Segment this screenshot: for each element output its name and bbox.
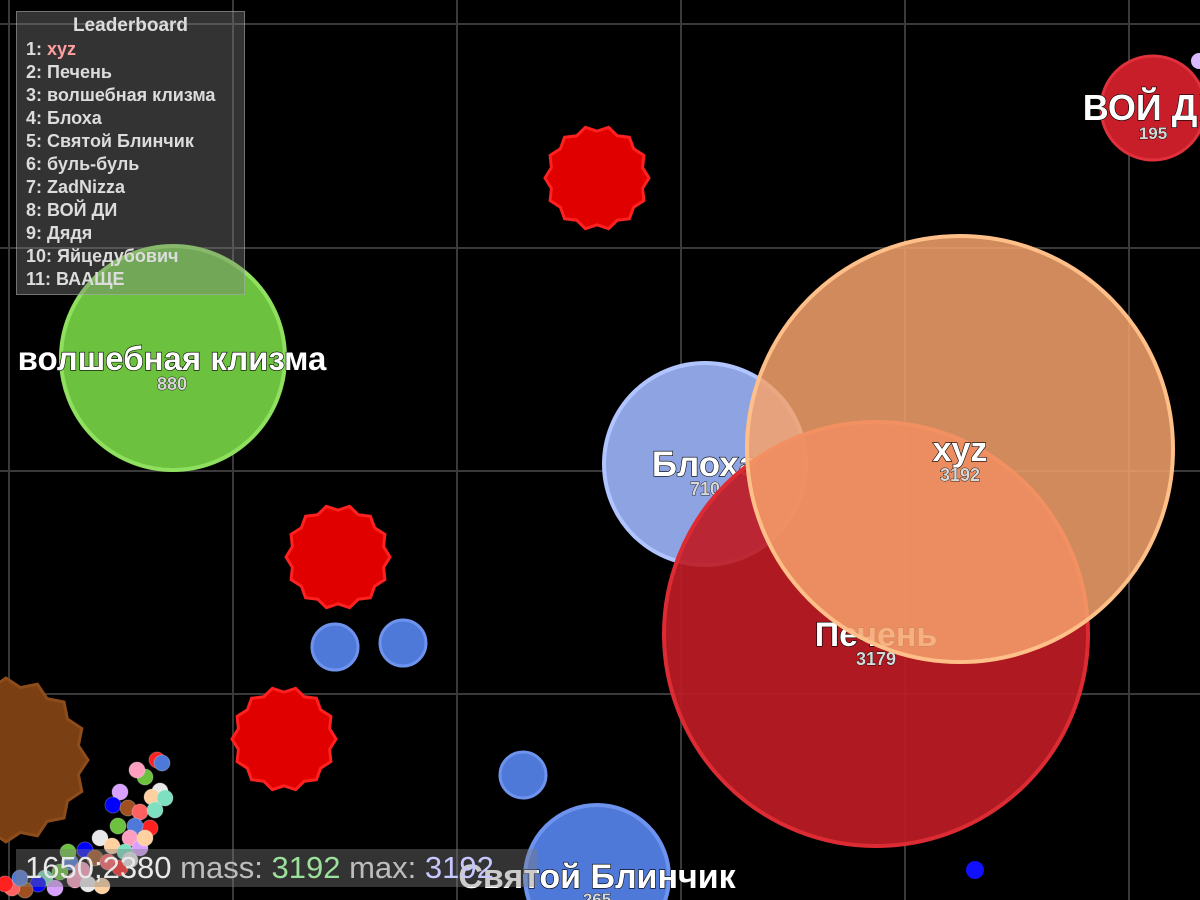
cell-mass: 3192 [940, 465, 980, 485]
leaderboard-rank: 6: [26, 154, 43, 174]
cell-volshebnaya-klizma: волшебная клизма 880 [17, 244, 328, 472]
leaderboard-name: Святой Блинчик [47, 131, 194, 151]
brown-virus [0, 676, 90, 844]
cell-body[interactable] [745, 234, 1175, 664]
food-pellet [11, 869, 29, 887]
leaderboard-rank: 8: [26, 200, 43, 220]
leaderboard-name: Печень [47, 62, 112, 82]
leaderboard-name: ВОЙ ДИ [47, 200, 118, 220]
cell-voj-di: ВОЙ ДИ 195 [1082, 54, 1200, 162]
status-coords: 1650;2380 [25, 850, 172, 885]
leaderboard-name: волшебная клизма [47, 85, 216, 105]
food-pellet [146, 801, 164, 819]
leaderboard-name: ВААЩЕ [56, 269, 125, 289]
cell-name: волшебная клизма [18, 340, 327, 377]
cell-mass: 710 [690, 479, 720, 499]
leaderboard-rank: 11: [26, 269, 52, 289]
cell-svyatoj-blinchik: Святой Блинчик 265 [458, 803, 737, 900]
cell-mass: 880 [157, 374, 187, 394]
cell-body [523, 803, 671, 900]
food-pellet-cluster [0, 751, 174, 899]
food-pellet [73, 861, 91, 879]
leaderboard-row: 11: ВААЩЕ [26, 268, 244, 291]
leaderboard-rank: 9: [26, 223, 43, 243]
leaderboard-row: 3: волшебная клизма [26, 84, 244, 107]
food-pellet [1191, 53, 1200, 69]
leaderboard-rank: 5: [26, 131, 43, 151]
leaderboard-row: 8: ВОЙ ДИ [26, 199, 244, 222]
food-pellet [136, 829, 154, 847]
food-pellet [51, 863, 69, 881]
virus [543, 125, 651, 231]
status-mass-value: 3192 [271, 850, 341, 885]
cell-body [59, 244, 287, 472]
food-pellet [104, 796, 122, 814]
cell-name: ВОЙ ДИ [1083, 86, 1200, 128]
leaderboard-row: 6: буль-буль [26, 153, 244, 176]
cell-mass: 195 [1139, 124, 1167, 143]
cell-body [1099, 54, 1200, 162]
leaderboard-row: 10: Яйцедубович [26, 245, 244, 268]
food-pellet [121, 851, 139, 869]
small-cell [498, 750, 548, 800]
food-pellet [966, 861, 984, 879]
leaderboard-row: 5: Святой Блинчик [26, 130, 244, 153]
virus [230, 686, 338, 792]
leaderboard-row: 7: ZadNizza [26, 176, 244, 199]
leaderboard-rank: 7: [26, 177, 43, 197]
food-pellet [0, 875, 14, 893]
status-bar: 1650;2380 mass: 3192 max: 3192 [16, 849, 537, 887]
cell-xyz-self[interactable]: xyz 3192 [745, 234, 1175, 664]
leaderboard-name: буль-буль [47, 154, 140, 174]
leaderboard-name: Блоха [47, 108, 102, 128]
leaderboard-row: 2: Печень [26, 61, 244, 84]
leaderboard-panel: Leaderboard 1: xyz 2: Печень 3: волшебная … [16, 11, 245, 295]
leaderboard-name: Яйцедубович [57, 246, 179, 266]
leaderboard-rank: 4: [26, 108, 43, 128]
cell-name: xyz [933, 431, 988, 469]
leaderboard-row: 9: Дядя [26, 222, 244, 245]
virus [284, 504, 392, 610]
small-cell [310, 622, 360, 672]
food-pellet [153, 754, 171, 772]
leaderboard-row: 4: Блоха [26, 107, 244, 130]
cell-mass: 3179 [856, 649, 896, 669]
food-pellet [91, 829, 109, 847]
food-pellet [59, 843, 77, 861]
food-pellet [111, 783, 129, 801]
food-pellet [109, 817, 127, 835]
food-pellet [93, 877, 111, 895]
leaderboard-rank: 3: [26, 85, 43, 105]
status-max-value: 3192 [424, 850, 494, 885]
leaderboard-name: xyz [47, 39, 77, 59]
food-pellet [156, 789, 174, 807]
leaderboard-title: Leaderboard [72, 15, 189, 36]
status-max-label: max: [349, 850, 417, 885]
leaderboard-rank: 2: [26, 62, 43, 82]
status-mass-label: mass: [180, 850, 263, 885]
leaderboard-row: 1: xyz [26, 38, 244, 61]
small-cell [378, 618, 428, 668]
leaderboard-name: Дядя [47, 223, 93, 243]
cell-name: Святой Блинчик [458, 858, 736, 896]
cell-mass: 265 [583, 890, 611, 900]
leaderboard-list: 1: xyz 2: Печень 3: волшебная клизма 4: Бло… [26, 38, 244, 291]
leaderboard-name: ZadNizza [47, 177, 126, 197]
food-pellet [128, 761, 146, 779]
leaderboard-rank: 10: [26, 246, 53, 266]
leaderboard-rank: 1: [26, 39, 43, 59]
food-pellet [46, 879, 64, 897]
